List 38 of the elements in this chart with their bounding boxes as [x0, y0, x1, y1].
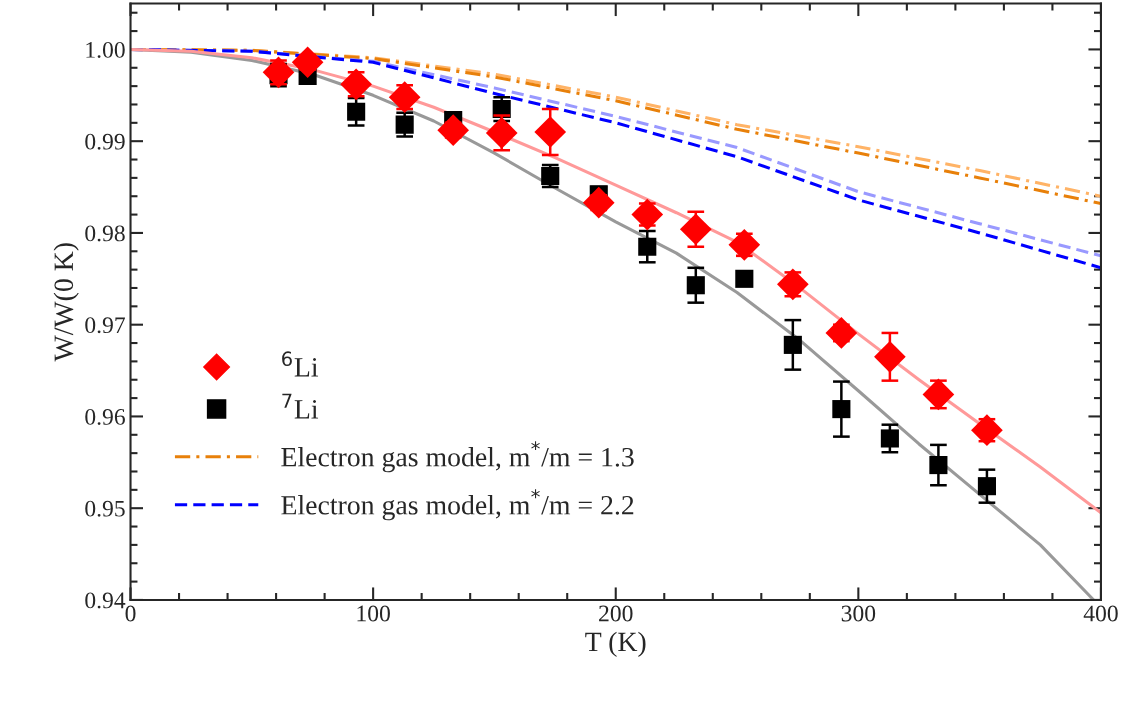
- legend-label: Electron gas model, m$^{*}$/m = 1.3: [281, 441, 634, 473]
- point: [929, 456, 948, 475]
- x-tick-label: 100: [357, 605, 390, 622]
- point: [631, 198, 664, 231]
- y-tick-label: 0.99: [85, 133, 125, 150]
- y-axis-title: W/W(0 K): [53, 243, 79, 362]
- y-tick-label: 0.96: [85, 408, 125, 425]
- point: [777, 268, 809, 301]
- point: [735, 269, 754, 288]
- x-tick-label: 400: [1083, 605, 1118, 622]
- legend-label: Electron gas model, m$^{*}$/m = 2.2: [281, 489, 634, 521]
- point: [922, 378, 955, 411]
- y-tick-label: 0.98: [85, 225, 125, 242]
- point: [638, 237, 657, 256]
- legend-label: $^{7}$Li: [282, 393, 319, 419]
- point: [783, 335, 802, 354]
- point: [534, 116, 567, 148]
- point: [340, 68, 372, 101]
- point: [977, 477, 996, 496]
- point: [874, 340, 906, 373]
- point: [485, 117, 518, 149]
- point: [880, 429, 899, 448]
- point: [728, 229, 761, 261]
- point: [347, 102, 366, 121]
- y-tick-label: 0.94: [85, 592, 126, 609]
- x-tick-label: 200: [599, 605, 633, 622]
- legend-label: $^{6}$Li: [282, 351, 319, 377]
- x-tick-label: 300: [841, 605, 876, 622]
- y-tick-label: 1.00: [86, 41, 125, 58]
- x-tick-label: 0: [125, 605, 136, 622]
- point: [388, 81, 421, 113]
- x-axis-title: T (K): [585, 631, 646, 657]
- y-tick-label: 0.97: [85, 317, 125, 334]
- point: [679, 213, 712, 246]
- point: [291, 46, 324, 79]
- y-tick-label: 0.95: [85, 500, 125, 517]
- point: [832, 400, 851, 419]
- point: [686, 276, 705, 295]
